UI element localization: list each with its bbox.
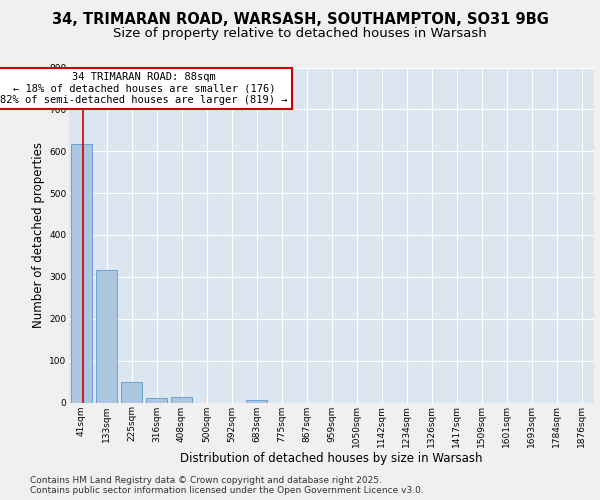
Bar <box>96 270 117 402</box>
Text: Size of property relative to detached houses in Warsash: Size of property relative to detached ho… <box>113 28 487 40</box>
Bar <box>246 400 267 402</box>
Text: Contains HM Land Registry data © Crown copyright and database right 2025.
Contai: Contains HM Land Registry data © Crown c… <box>30 476 424 495</box>
Bar <box>146 398 167 402</box>
Y-axis label: Number of detached properties: Number of detached properties <box>32 142 45 328</box>
Text: 34 TRIMARAN ROAD: 88sqm
← 18% of detached houses are smaller (176)
82% of semi-d: 34 TRIMARAN ROAD: 88sqm ← 18% of detache… <box>0 72 288 105</box>
Text: 34, TRIMARAN ROAD, WARSASH, SOUTHAMPTON, SO31 9BG: 34, TRIMARAN ROAD, WARSASH, SOUTHAMPTON,… <box>52 12 548 28</box>
Bar <box>71 144 92 403</box>
X-axis label: Distribution of detached houses by size in Warsash: Distribution of detached houses by size … <box>180 452 483 464</box>
Bar <box>121 382 142 402</box>
Bar <box>171 397 192 402</box>
